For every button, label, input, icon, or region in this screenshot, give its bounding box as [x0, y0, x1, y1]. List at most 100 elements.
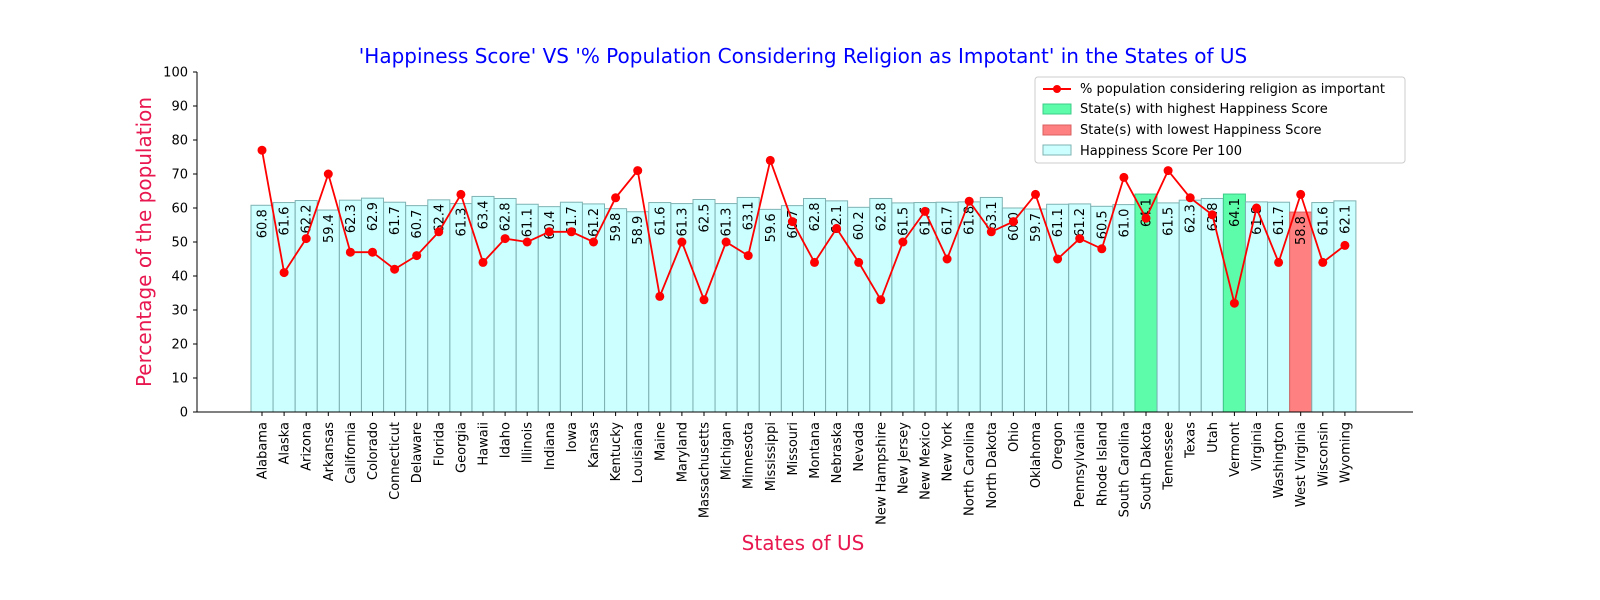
- x-ticks-group: Alabama Alaska Arizona Arkansas California Co…: [256, 412, 1353, 525]
- x-tick-label: Massachusetts: [698, 422, 713, 518]
- bar-value-label: 62.3: [344, 204, 359, 233]
- x-tick-label: West Virginia: [1294, 422, 1309, 507]
- religion-point-tennessee: [1163, 166, 1173, 176]
- bar-value-label: 62.1: [1338, 205, 1353, 234]
- x-tick-label: Florida: [432, 422, 447, 466]
- religion-point-arkansas: [323, 169, 333, 179]
- bar-value-label: 61.7: [388, 206, 403, 235]
- religion-point-pennsylvania: [1075, 234, 1085, 244]
- bar-value-label: 61.1: [1051, 208, 1066, 237]
- x-tick-label: Tennessee: [1162, 422, 1177, 491]
- religion-point-new-mexico: [920, 206, 930, 216]
- y-tick-label: 0: [180, 406, 188, 421]
- x-tick-label: New Jersey: [896, 422, 911, 494]
- religion-point-vermont: [1229, 298, 1239, 308]
- bar-value-label: 60.2: [852, 211, 867, 240]
- x-tick-label: Mississippi: [764, 422, 779, 491]
- y-tick-label: 20: [171, 338, 188, 353]
- religion-point-ohio: [1008, 217, 1018, 227]
- x-tick-label: Washington: [1272, 422, 1287, 498]
- bar-value-label: 63.1: [985, 201, 1000, 230]
- x-tick-label: South Dakota: [1140, 422, 1155, 510]
- religion-point-connecticut: [390, 264, 400, 274]
- x-tick-label: Nebraska: [830, 422, 845, 483]
- x-tick-label: Pennsylvania: [1073, 422, 1088, 507]
- legend-label-highest: State(s) with highest Happiness Score: [1080, 102, 1328, 117]
- x-tick-label: Maine: [653, 422, 668, 461]
- religion-line: [261, 150, 1346, 304]
- religion-point-south-dakota: [1141, 213, 1151, 223]
- x-tick-label: Kentucky: [609, 422, 624, 482]
- x-tick-label: Michigan: [720, 422, 735, 480]
- religion-point-missouri: [787, 217, 797, 227]
- x-tick-label: Alabama: [256, 422, 271, 479]
- x-tick-label: Wyoming: [1338, 422, 1353, 483]
- bar-value-label: 61.0: [1117, 209, 1132, 238]
- bar-value-label: 58.8: [1294, 216, 1309, 245]
- religion-point-mississippi: [765, 155, 775, 165]
- bar-value-label: 61.5: [1162, 207, 1177, 236]
- bar-value-label: 62.8: [808, 202, 823, 231]
- bar-value-label: 62.8: [499, 202, 514, 231]
- bar-value-label: 62.8: [874, 202, 889, 231]
- bar-value-label: 61.8: [963, 206, 978, 235]
- legend-label-happiness: Happiness Score Per 100: [1080, 144, 1242, 159]
- legend-swatch-highest: [1042, 103, 1072, 115]
- y-tick-label: 100: [163, 66, 188, 81]
- x-tick-label: Hawaii: [477, 422, 492, 466]
- religion-point-idaho: [500, 234, 510, 244]
- bar-value-label: 62.3: [1184, 204, 1199, 233]
- bar-value-label: 59.4: [322, 214, 337, 243]
- x-tick-label: New York: [941, 422, 956, 482]
- x-tick-label: Oklahoma: [1029, 422, 1044, 488]
- bar-value-label: 61.2: [1073, 208, 1088, 237]
- y-tick-label: 70: [171, 168, 188, 183]
- religion-point-new-york: [942, 254, 952, 264]
- religion-point-maryland: [677, 237, 687, 247]
- y-tick-label: 90: [171, 100, 188, 115]
- x-tick-label: Delaware: [410, 422, 425, 483]
- bar-value-label: 61.3: [675, 208, 690, 237]
- bar-value-label: 63.4: [477, 200, 492, 229]
- x-tick-label: California: [344, 422, 359, 484]
- religion-point-california: [345, 247, 355, 257]
- religion-point-georgia: [456, 189, 466, 199]
- religion-point-minnesota: [743, 251, 753, 261]
- legend-swatch-happiness: [1042, 144, 1072, 156]
- religion-point-indiana: [544, 227, 554, 237]
- y-tick-label: 10: [171, 372, 188, 387]
- bar-value-label: 61.3: [720, 208, 735, 237]
- religion-point-oregon: [1053, 254, 1063, 264]
- religion-point-utah: [1207, 210, 1217, 220]
- religion-point-oklahoma: [1031, 189, 1040, 199]
- x-tick-label: North Dakota: [985, 422, 1000, 509]
- x-tick-label: New Mexico: [919, 422, 934, 500]
- religion-point-massachusetts: [699, 295, 709, 305]
- bar-value-label: 61.7: [1272, 206, 1287, 235]
- legend-swatch-lowest: [1042, 124, 1072, 136]
- religion-point-north-carolina: [964, 196, 974, 206]
- y-ticks-group: 0 10 20 30 40 50 60 70 80 90 100: [163, 66, 197, 421]
- religion-point-texas: [1185, 193, 1195, 203]
- legend: % population considering religion as imp…: [1034, 76, 1406, 164]
- bar-value-label: 61.3: [454, 208, 469, 237]
- x-tick-label: Alaska: [278, 422, 293, 465]
- bar-value-label: 59.7: [1029, 213, 1044, 242]
- x-tick-label: Vermont: [1228, 422, 1243, 477]
- bar-value-label: 61.6: [278, 207, 293, 236]
- x-tick-label: Kansas: [587, 422, 602, 468]
- religion-point-wisconsin: [1318, 257, 1328, 267]
- x-tick-label: Oregon: [1051, 422, 1066, 470]
- x-tick-label: Virginia: [1250, 422, 1265, 471]
- bar-value-label: 61.5: [896, 207, 911, 236]
- religion-point-south-carolina: [1119, 172, 1129, 182]
- religion-point-rhode-island: [1097, 244, 1107, 254]
- bar-value-label: 59.6: [764, 213, 779, 242]
- religion-point-kansas: [589, 237, 598, 247]
- y-tick-label: 50: [171, 236, 188, 251]
- x-tick-label: Georgia: [454, 422, 469, 473]
- bar-value-label: 63.1: [742, 201, 757, 230]
- x-tick-label: Ohio: [1007, 422, 1022, 452]
- x-tick-label: Arkansas: [322, 422, 337, 481]
- religion-point-washington: [1274, 257, 1284, 267]
